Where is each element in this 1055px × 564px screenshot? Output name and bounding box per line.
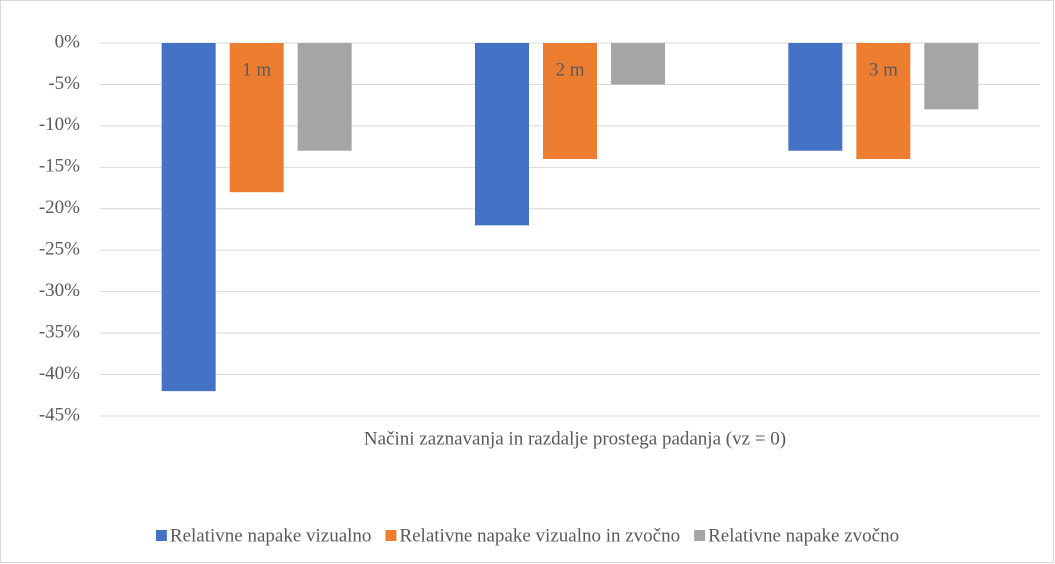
legend-swatch xyxy=(155,530,167,541)
bar xyxy=(788,43,843,151)
legend-swatch xyxy=(694,530,706,541)
bar xyxy=(924,43,979,110)
x-axis-title: Načini zaznavanja in razdalje prostega p… xyxy=(364,428,786,449)
bar xyxy=(229,43,284,193)
legend-label: Relativne napake vizualno xyxy=(170,525,372,546)
bar xyxy=(475,43,529,226)
y-tick-label: 0% xyxy=(55,31,81,52)
bar xyxy=(297,43,352,151)
y-tick-label: -5% xyxy=(48,73,80,94)
y-tick-label: -35% xyxy=(39,321,80,342)
bar xyxy=(611,43,665,85)
y-tick-label: -45% xyxy=(39,404,80,425)
y-tick-label: -40% xyxy=(39,363,80,384)
y-tick-label: -15% xyxy=(39,156,80,177)
x-tick-label: 2 m xyxy=(555,59,584,80)
y-tick-label: -30% xyxy=(39,280,80,301)
y-tick-label: -20% xyxy=(39,197,80,218)
y-tick-label: -10% xyxy=(39,114,80,135)
bar xyxy=(161,43,216,392)
bar xyxy=(543,43,597,160)
x-tick-label: 1 m xyxy=(242,59,271,80)
legend-label: Relativne napake zvočno xyxy=(708,525,899,546)
x-tick-label: 3 m xyxy=(869,59,898,80)
y-tick-label: -25% xyxy=(39,239,80,260)
legend-swatch xyxy=(385,530,397,541)
legend-label: Relativne napake vizualno in zvočno xyxy=(399,525,680,546)
bar xyxy=(856,43,911,160)
